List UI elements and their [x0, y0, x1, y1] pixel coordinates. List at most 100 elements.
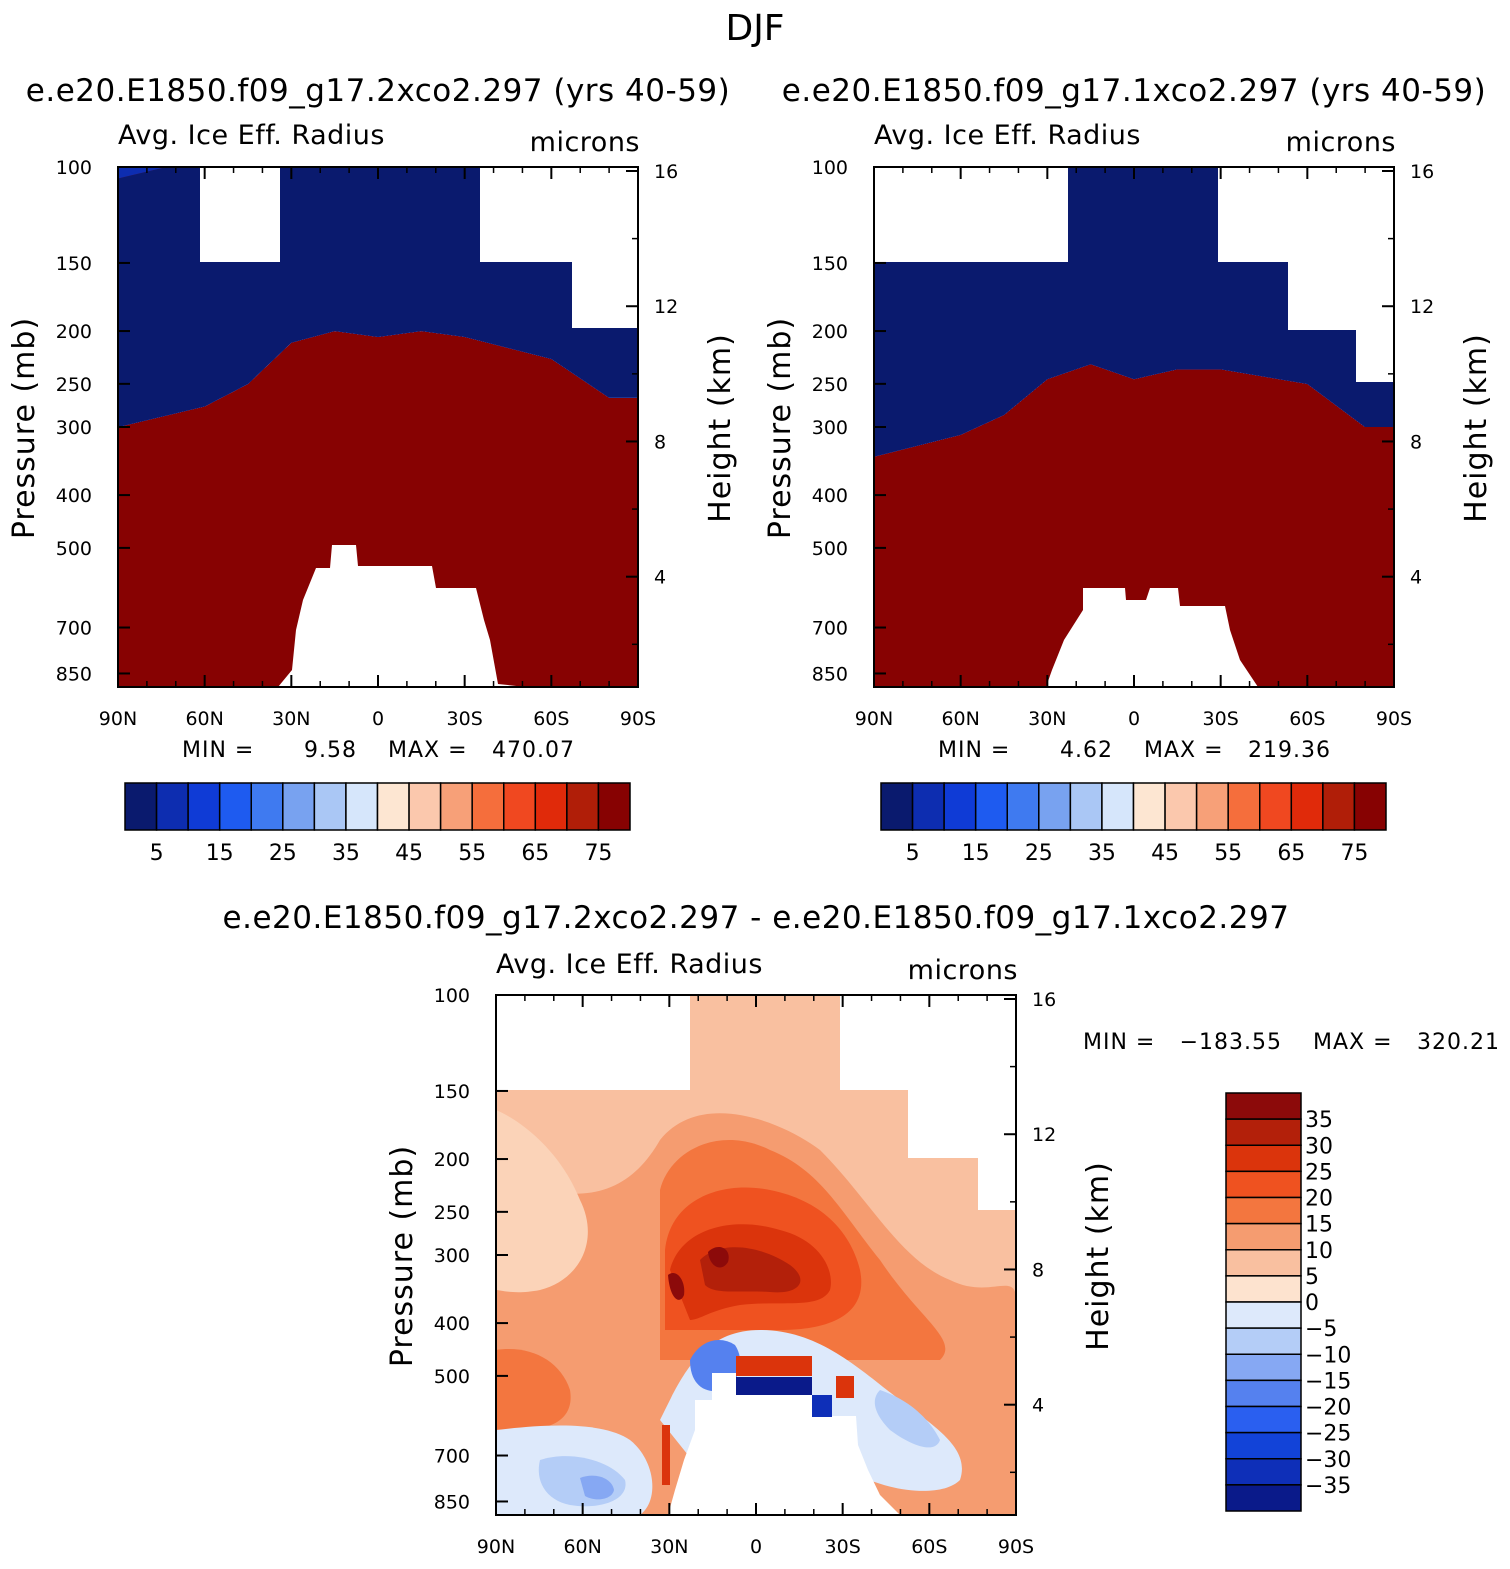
diff-band-mid-left	[496, 1349, 571, 1430]
y-tick-label: 400	[812, 485, 848, 507]
diff-mask-right2	[978, 1156, 1016, 1210]
diff-band-neg-left-3	[580, 1475, 614, 1500]
panel-left-case-title: e.e20.E1850.f09_g17.2xco2.297 (yrs 40-59…	[26, 73, 730, 109]
y-tick-label: 100	[812, 157, 848, 179]
panel-difference-variable: Avg. Ice Eff. Radius	[496, 949, 763, 980]
colorbar-tick-label: 35	[1305, 1108, 1333, 1133]
y-tick-label: 150	[434, 1081, 470, 1103]
y2-tick-label: 16	[1410, 161, 1434, 183]
x-tick-label: 60N	[563, 1536, 601, 1558]
panel-right-plot	[874, 167, 1394, 687]
colorbar-tick-label: −15	[1305, 1369, 1351, 1394]
colorbar-swatch	[503, 782, 537, 831]
y-tick-label: 250	[812, 374, 848, 396]
panel-left-min-label: MIN =	[182, 738, 254, 763]
panel-right-contour-fill	[874, 167, 1394, 687]
x-tick-label: 90S	[998, 1536, 1034, 1558]
x-tick-label: 90S	[620, 708, 656, 730]
colorbar-tick-label: 15	[962, 841, 990, 866]
x-tick-label: 30S	[1203, 708, 1239, 730]
x-tick-label: 90N	[99, 708, 137, 730]
colorbar-swatch	[1225, 1327, 1302, 1355]
y2-tick-label: 16	[654, 161, 678, 183]
colorbar-swatch	[1225, 1118, 1302, 1146]
y-tick-label: 300	[812, 417, 848, 439]
colorbar-swatch	[974, 782, 1008, 831]
panel-right-min-value: 4.62	[1060, 738, 1113, 763]
colorbar-swatch	[1227, 782, 1261, 831]
colorbar-tick-label: 65	[1277, 841, 1305, 866]
panel-right-max-value: 219.36	[1248, 738, 1331, 763]
y-tick-label: 250	[434, 1202, 470, 1224]
diff-mask-topright	[840, 995, 1016, 1090]
y2-tick-label: 12	[1410, 296, 1434, 318]
x-tick-label: 30S	[447, 708, 483, 730]
colorbar-swatch	[218, 782, 252, 831]
colorbar-swatch	[471, 782, 505, 831]
colorbar-swatch	[1225, 1222, 1302, 1251]
colorbar-swatch	[1225, 1458, 1302, 1486]
colorbar-tick-label: −25	[1305, 1422, 1351, 1447]
colorbar-swatch	[124, 782, 158, 831]
colorbar-swatch	[1225, 1249, 1302, 1277]
colorbar-swatch	[313, 782, 347, 831]
colorbar-tick-label: −10	[1305, 1343, 1351, 1368]
x-tick-label: 30N	[1028, 708, 1066, 730]
colorbar-swatch	[282, 782, 316, 831]
y-tick-label: 850	[434, 1491, 470, 1513]
diff-band-pos-35	[708, 1247, 729, 1268]
colorbar-swatch	[566, 782, 600, 831]
colorbar-swatch	[1290, 782, 1324, 831]
x-tick-label: 60S	[911, 1536, 947, 1558]
colorbar-swatch	[439, 782, 473, 831]
colorbar-tick-label: 25	[1305, 1160, 1333, 1185]
colorbar-tick-label: −5	[1305, 1317, 1337, 1342]
diff-pos-strong-2	[836, 1376, 854, 1398]
y-tick-label: 400	[434, 1313, 470, 1335]
x-tick-label: 60S	[1289, 708, 1325, 730]
colorbar-swatch	[1164, 782, 1198, 831]
panel-difference-ylabel: Pressure (mb)	[385, 1145, 420, 1367]
y-tick-label: 500	[434, 1366, 470, 1388]
colorbar-tick-label: 65	[521, 841, 549, 866]
colorbar-swatch	[1225, 1301, 1302, 1329]
colorbar-swatch	[1195, 782, 1229, 831]
colorbar-swatch	[1038, 782, 1072, 831]
y-tick-label: 400	[56, 485, 92, 507]
panel-left-ylabel: Pressure (mb)	[7, 317, 42, 539]
colorbar-swatch	[1225, 1379, 1302, 1408]
y2-tick-label: 8	[1410, 431, 1422, 453]
colorbar-swatch	[943, 782, 977, 831]
colorbar-swatch	[376, 782, 410, 831]
panel-left-max-label: MAX =	[388, 738, 468, 763]
diff-mask-topleft	[496, 995, 690, 1090]
panel-difference-axes: 90N 60N 30N 0 30S 60S 90S 100 150 200 250 300 400 500…	[434, 985, 1056, 1558]
panel-left-plot	[118, 167, 638, 687]
panel-right-axes: 90N 60N 30N 0 30S 60S 90S 100 150 200 250 300 400 500…	[812, 157, 1434, 730]
panel-difference-max-label: MAX =	[1313, 1030, 1393, 1055]
x-tick-label: 30N	[650, 1536, 688, 1558]
colorbar-tick-label: 15	[1305, 1213, 1333, 1238]
panel-left-colorbar: 5 15 25 35 45 55 65 75	[124, 782, 631, 866]
diff-pos-edge	[662, 1425, 670, 1485]
panel-right-case-title: e.e20.E1850.f09_g17.1xco2.297 (yrs 40-59…	[782, 73, 1486, 109]
y2-tick-label: 12	[654, 296, 678, 318]
colorbar-swatch	[1225, 1405, 1302, 1434]
panel-difference-units: microns	[908, 955, 1018, 986]
y-tick-label: 700	[434, 1446, 470, 1468]
colorbar-tick-label: 25	[1025, 841, 1053, 866]
panel-left-max-value: 470.07	[492, 738, 575, 763]
x-tick-label: 0	[372, 708, 384, 730]
colorbar-swatch	[1225, 1484, 1302, 1512]
diff-band-low-left	[496, 1110, 588, 1293]
panel-right-units: microns	[1286, 127, 1396, 158]
diff-band-neg-10	[874, 1390, 940, 1448]
colorbar-tick-label: 5	[1305, 1265, 1319, 1290]
colorbar-tick-label: 75	[584, 841, 612, 866]
colorbar-swatch	[250, 782, 284, 831]
colorbar-swatch	[1225, 1431, 1302, 1460]
colorbar-tick-label: 5	[906, 841, 920, 866]
colorbar-swatch	[880, 782, 914, 831]
y-tick-label: 300	[56, 417, 92, 439]
colorbar-swatch	[345, 782, 379, 831]
